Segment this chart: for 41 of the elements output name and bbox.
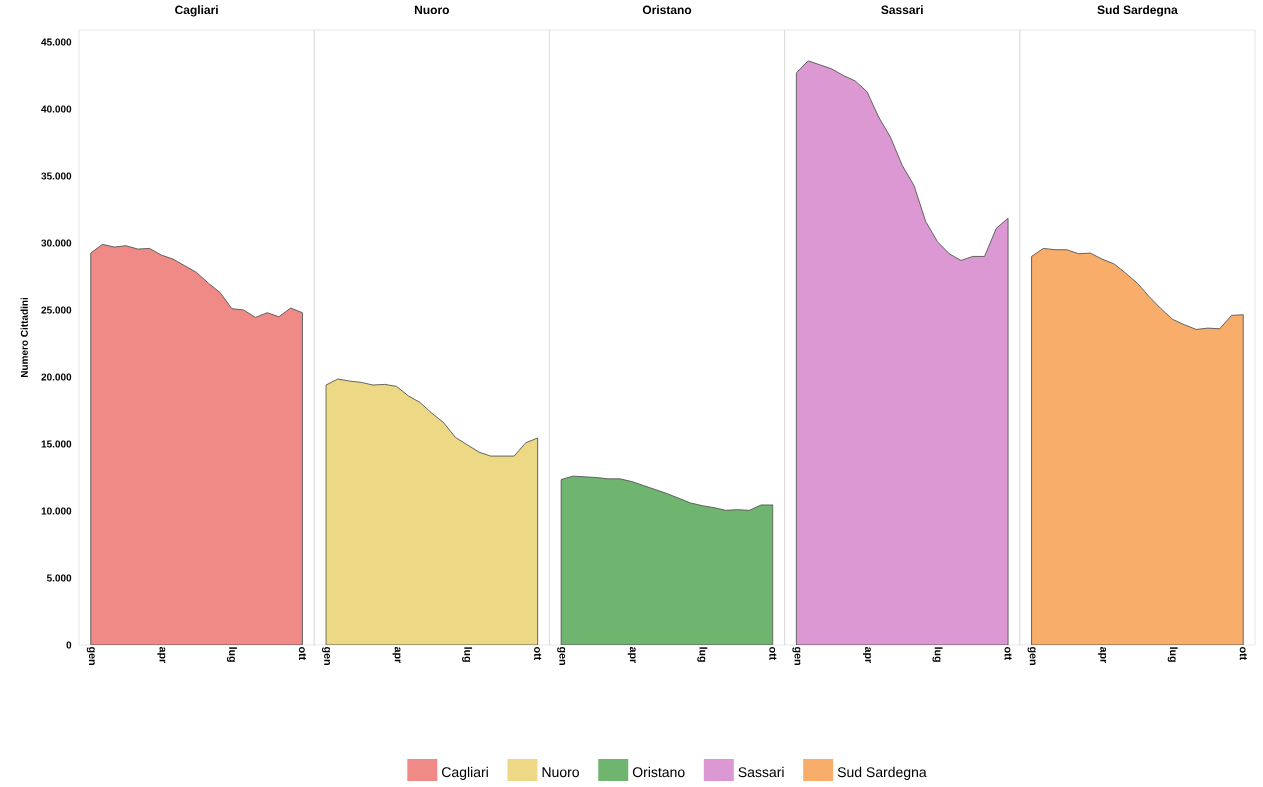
x-tick-label: lug — [697, 647, 708, 662]
x-tick-label: apr — [157, 646, 166, 664]
legend-label: Nuoro — [542, 767, 579, 778]
x-tick-label: apr — [392, 646, 401, 664]
x-tick-label: lug — [462, 647, 473, 662]
chart-title: Nuoro — [414, 5, 449, 15]
x-tick-label: lug — [226, 647, 237, 662]
y-axis-title: Numero Cittadini — [20, 297, 28, 378]
x-tick-label: gen — [1027, 647, 1036, 665]
chart-title: Oristano — [642, 5, 692, 15]
x-tick-label: ott — [534, 647, 542, 661]
x-tick-label: gen — [557, 647, 566, 665]
x-tick-label: ott — [298, 647, 306, 661]
y-tick-label: 45.000 — [41, 38, 72, 46]
y-tick-label: 10.000 — [41, 507, 72, 515]
y-tick-label: 20.000 — [41, 373, 72, 381]
y-tick-label: 5.000 — [46, 574, 72, 582]
y-tick-label: 0 — [66, 641, 72, 649]
chart-title: Sud Sardegna — [1097, 5, 1178, 17]
y-tick-label: 30.000 — [41, 239, 72, 247]
chart-title: Cagliari — [175, 5, 218, 17]
x-tick-label: ott — [1004, 647, 1012, 661]
legend-label: Cagliari — [442, 766, 488, 780]
chart-title: Sassari — [881, 5, 923, 15]
x-tick-label: lug — [1167, 647, 1178, 662]
x-tick-label: gen — [86, 647, 95, 665]
y-tick-label: 40.000 — [41, 105, 72, 113]
legend-label: Sassari — [738, 766, 784, 778]
x-tick-label: ott — [769, 647, 777, 661]
y-tick-label: 15.000 — [41, 440, 72, 448]
x-tick-label: ott — [1239, 647, 1247, 661]
legend-label: Oristano — [632, 766, 685, 778]
y-tick-label: 35.000 — [41, 172, 72, 180]
x-tick-label: gen — [321, 647, 330, 665]
x-tick-label: apr — [862, 646, 871, 664]
x-tick-label: lug — [932, 647, 943, 662]
x-tick-label: gen — [792, 647, 801, 665]
x-tick-label: apr — [627, 646, 636, 664]
x-tick-label: apr — [1098, 646, 1107, 664]
legend-label: Sud Sardegna — [837, 766, 927, 780]
y-tick-label: 25.000 — [41, 306, 72, 314]
